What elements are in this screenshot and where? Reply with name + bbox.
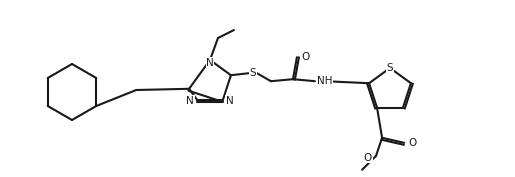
Text: O: O bbox=[301, 52, 309, 62]
Text: N: N bbox=[226, 96, 234, 106]
Text: O: O bbox=[364, 153, 372, 163]
Text: S: S bbox=[250, 68, 256, 78]
Text: O: O bbox=[408, 138, 416, 148]
Text: N: N bbox=[206, 58, 214, 68]
Text: NH: NH bbox=[317, 76, 332, 86]
Text: S: S bbox=[387, 63, 393, 73]
Text: N: N bbox=[186, 96, 194, 106]
